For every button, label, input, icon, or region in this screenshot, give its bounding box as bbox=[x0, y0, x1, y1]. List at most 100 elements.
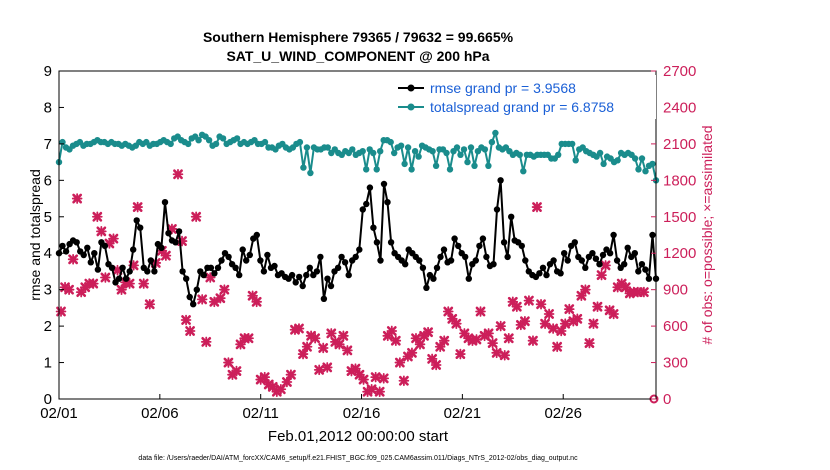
series-point bbox=[497, 177, 504, 184]
series-point bbox=[451, 235, 458, 242]
series-point bbox=[207, 264, 215, 271]
y-tick-label: 9 bbox=[44, 63, 52, 80]
series-line bbox=[58, 179, 657, 306]
legend-box bbox=[393, 75, 656, 119]
assimilated-marker bbox=[551, 341, 563, 353]
series-point bbox=[437, 253, 444, 261]
series-point bbox=[137, 224, 144, 231]
assimilated-marker bbox=[539, 318, 551, 329]
assimilated-marker bbox=[342, 345, 353, 356]
series-point bbox=[536, 270, 543, 277]
series-point bbox=[87, 259, 95, 266]
series-point bbox=[363, 200, 370, 208]
assimilated-marker bbox=[596, 269, 607, 281]
series-point bbox=[377, 257, 384, 264]
series-point bbox=[589, 250, 596, 257]
legend-rmse-marker bbox=[407, 84, 415, 92]
assimilated-marker bbox=[301, 341, 313, 353]
assimilated-marker bbox=[406, 347, 418, 359]
assimilated-marker bbox=[215, 292, 226, 304]
assimilated-marker bbox=[219, 284, 230, 295]
series-point bbox=[147, 257, 154, 264]
x-axis: 02/01 02/06 02/11 02/16 02/21 02/26 bbox=[40, 394, 582, 422]
assimilated-marker bbox=[398, 375, 410, 387]
series-point bbox=[457, 151, 464, 158]
series-point bbox=[460, 146, 468, 153]
assimilated-marker bbox=[588, 318, 599, 329]
assimilated-marker bbox=[390, 335, 402, 346]
series-point bbox=[606, 250, 614, 257]
y-right-tick-label: 900 bbox=[663, 282, 688, 299]
series-point bbox=[190, 301, 197, 308]
assimilated-marker bbox=[523, 295, 535, 306]
series-point bbox=[327, 282, 335, 290]
assimilated-marker bbox=[285, 369, 297, 381]
series-point bbox=[167, 140, 174, 148]
series-point bbox=[384, 199, 391, 206]
x-tick-label: 02/06 bbox=[141, 405, 179, 422]
assimilated-marker bbox=[92, 211, 103, 223]
assimilated-marker bbox=[63, 284, 75, 295]
assimilated-marker bbox=[338, 330, 349, 342]
series-point bbox=[492, 129, 499, 137]
x-tick-label: 02/01 bbox=[40, 405, 78, 422]
series-point bbox=[555, 151, 562, 158]
series-point bbox=[411, 148, 419, 155]
series-point bbox=[471, 162, 478, 169]
series-point bbox=[338, 253, 345, 261]
assimilated-marker bbox=[231, 365, 242, 377]
y-tick-label: 7 bbox=[44, 136, 52, 153]
assimilated-marker bbox=[499, 349, 511, 361]
series-point bbox=[133, 217, 140, 224]
series-point bbox=[175, 228, 183, 235]
series-point bbox=[464, 158, 471, 166]
series-point bbox=[233, 135, 241, 142]
series-point bbox=[455, 242, 462, 250]
series-point bbox=[370, 149, 377, 157]
assimilated-marker bbox=[592, 301, 603, 312]
series-point bbox=[236, 271, 243, 279]
assimilated-marker bbox=[180, 314, 192, 326]
series-point bbox=[404, 144, 412, 151]
series-point bbox=[205, 137, 213, 144]
series-point bbox=[493, 206, 501, 213]
y-tick-label: 6 bbox=[44, 172, 52, 189]
series-point bbox=[363, 166, 370, 173]
series-point bbox=[62, 248, 70, 255]
left-y-axis: 0 1 2 3 4 5 6 7 8 9 bbox=[44, 63, 64, 408]
assimilated-marker bbox=[430, 359, 442, 371]
series-point bbox=[488, 138, 496, 146]
series-point bbox=[642, 168, 649, 175]
assimilated-marker bbox=[451, 318, 462, 329]
series-point bbox=[465, 275, 472, 282]
assimilated-marker bbox=[394, 357, 406, 368]
y-right-tick-label: 2100 bbox=[663, 136, 696, 153]
series-point bbox=[561, 250, 568, 257]
series-point bbox=[571, 239, 578, 246]
series-point bbox=[271, 262, 278, 270]
series-point bbox=[596, 149, 604, 157]
series-point bbox=[430, 275, 437, 282]
assimilated-marker bbox=[576, 290, 587, 302]
series-point bbox=[387, 239, 395, 246]
series-point bbox=[352, 253, 359, 261]
y-tick-label: 0 bbox=[44, 391, 52, 408]
series-point bbox=[158, 244, 165, 251]
assimilated-marker bbox=[190, 211, 202, 223]
x-tick-label: 02/21 bbox=[444, 405, 482, 422]
assimilated-marker bbox=[527, 335, 539, 346]
y-right-tick-label: 1800 bbox=[663, 172, 696, 189]
assimilated-marker bbox=[138, 278, 150, 289]
series-point bbox=[195, 137, 202, 144]
y-right-tick-label: 1500 bbox=[663, 209, 696, 226]
assimilated-marker bbox=[580, 284, 591, 295]
y-right-tick-label: 2700 bbox=[663, 63, 696, 80]
series-point bbox=[423, 284, 430, 291]
assimilated-marker bbox=[71, 193, 83, 204]
assimilated-marker bbox=[559, 318, 571, 329]
y-tick-label: 5 bbox=[44, 209, 52, 226]
series-point bbox=[260, 268, 268, 275]
assimilated-marker bbox=[313, 364, 325, 376]
series-point bbox=[225, 253, 232, 261]
